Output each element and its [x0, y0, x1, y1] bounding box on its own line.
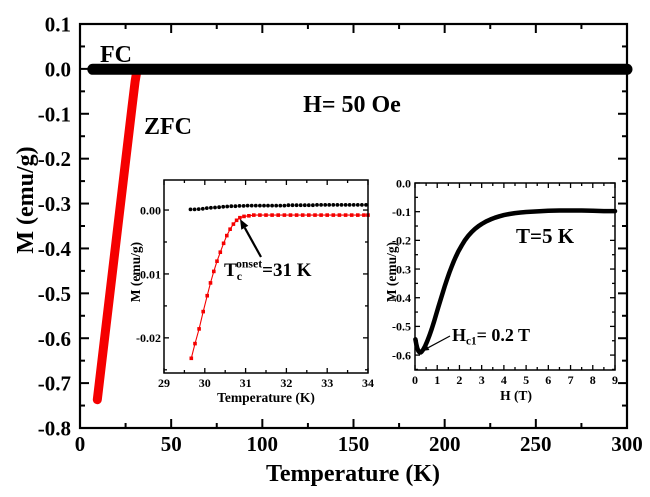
inset-tc-xaxis-title: Temperature (K): [217, 390, 315, 405]
t5k-label: T=5 K: [516, 224, 575, 248]
main-ytick-label: -0.7: [38, 372, 71, 396]
inset-tc-ytick-label: 0.00: [140, 203, 161, 217]
main-ytick-label: 0.0: [45, 57, 71, 81]
inset-mh-xtick-label: 3: [479, 373, 485, 387]
inset-mh-plot: 0 1 2 3 4 5 6 7 8 9 0.0 -0.1 -0.2 -0.3 -0.4 -0.5 -0.6 H (…: [384, 176, 618, 403]
main-ytick-label: -0.4: [38, 237, 72, 261]
inset-mh-ytick-label: 0.0: [396, 176, 411, 190]
main-xtick-label: 200: [429, 432, 461, 456]
main-xtick-label: 0: [75, 432, 86, 456]
inset-tc-panel: [164, 180, 368, 373]
inset-tc-xtick-label: 33: [321, 376, 333, 390]
inset-mh-yaxis-title: M (emu/g): [384, 242, 399, 302]
zfc-inset-series: [189, 213, 370, 361]
inset-mh-xtick-label: 7: [568, 373, 574, 387]
main-ytick-label: -0.3: [38, 192, 71, 216]
fc-label: FC: [100, 42, 132, 68]
inset-tc-xtick-label: 31: [240, 376, 252, 390]
zfc-label: ZFC: [144, 114, 192, 140]
inset-mh-ticks: [414, 182, 616, 371]
main-xtick-label: 100: [247, 432, 279, 456]
main-ytick-label: -0.6: [38, 327, 71, 351]
main-ytick-label: -0.5: [38, 282, 71, 306]
inset-tc-xtick-label: 34: [362, 376, 374, 390]
main-ytick-label: -0.8: [38, 417, 71, 441]
main-ytick-label: -0.1: [38, 102, 71, 126]
inset-mh-annotation-arrow: [422, 335, 451, 351]
inset-tc-xtick-label: 32: [280, 376, 292, 390]
hc1-label: Hc1= 0.2 T: [452, 325, 530, 348]
inset-mh-xtick-label: 9: [612, 373, 618, 387]
inset-tc-ytick-label: -0.02: [136, 331, 161, 345]
inset-tc-ytick-label: -0.01: [136, 267, 161, 281]
main-xtick-label: 300: [611, 432, 643, 456]
main-yaxis-title: M (emu/g): [13, 146, 39, 253]
inset-tc-ticks: [163, 180, 369, 373]
main-ticks: [79, 23, 628, 429]
main-xtick-label: 50: [161, 432, 182, 456]
inset-mh-xtick-label: 0: [412, 373, 418, 387]
inset-mh-xtick-label: 5: [523, 373, 529, 387]
inset-mh-xtick-label: 2: [456, 373, 462, 387]
inset-mh-ytick-label: -0.2: [392, 234, 411, 248]
inset-mh-ytick-label: -0.1: [392, 205, 411, 219]
tc-onset-label: Tconset=31 K: [224, 256, 312, 282]
main-xaxis-title: Temperature (K): [266, 461, 440, 487]
inset-tc-xtick-label: 29: [158, 376, 170, 390]
inset-tc-yaxis-title: M (emu/g): [128, 242, 143, 302]
main-xtick-label: 150: [338, 432, 370, 456]
inset-mh-xtick-label: 6: [545, 373, 551, 387]
inset-mh-ytick-label: -0.5: [392, 320, 411, 334]
inset-mh-xtick-label: 4: [501, 373, 507, 387]
mh-5k-series: [413, 208, 618, 355]
inset-mh-xtick-label: 1: [434, 373, 440, 387]
inset-mh-xaxis-title: H (T): [500, 388, 532, 403]
inset-mh-ytick-label: -0.4: [392, 291, 411, 305]
inset-tc-plot: 29 30 31 32 33 34 0.00 -0.01 -0.02 Temperature (K…: [128, 179, 374, 405]
field-label: H= 50 Oe: [303, 92, 401, 118]
main-xtick-label: 250: [520, 432, 552, 456]
main-ytick-label: 0.1: [45, 13, 71, 37]
inset-tc-xtick-label: 30: [199, 376, 211, 390]
main-ytick-label: -0.2: [38, 147, 71, 171]
fc-inset-series: [188, 203, 368, 212]
inset-tc-annotation-arrow: [240, 219, 262, 258]
inset-mh-ytick-label: -0.3: [392, 262, 411, 276]
inset-mh-xtick-label: 8: [590, 373, 596, 387]
inset-mh-ytick-label: -0.6: [392, 348, 411, 362]
